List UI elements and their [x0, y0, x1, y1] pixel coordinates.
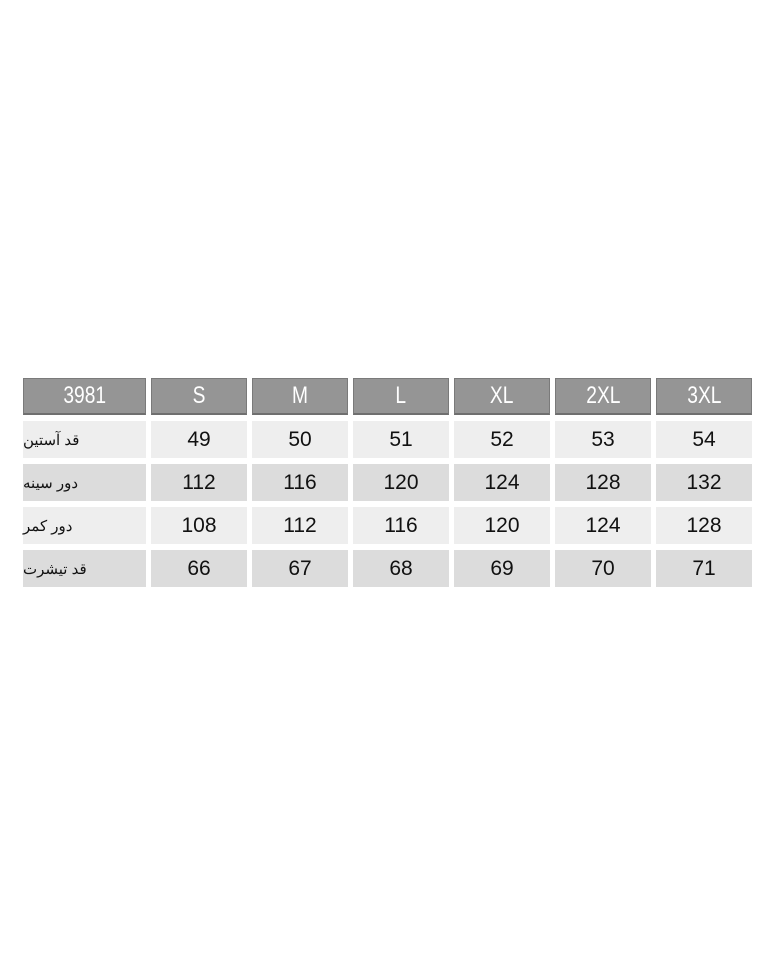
measurement-value: 112 [151, 464, 247, 501]
measurement-value: 67 [252, 550, 348, 587]
size-label: 3XL [686, 382, 722, 409]
measurement-label: دور سینه [23, 464, 146, 501]
table-row: دور سینه 112 116 120 124 128 132 [23, 464, 753, 501]
measurement-label: قد تیشرت [23, 550, 146, 587]
size-label: L [395, 382, 407, 409]
measurement-value: 124 [454, 464, 550, 501]
model-code-cell: 3981 [23, 378, 146, 415]
measurement-value: 71 [656, 550, 752, 587]
size-label: 2XL [585, 382, 621, 409]
measurement-value: 70 [555, 550, 651, 587]
measurement-value: 54 [656, 421, 752, 458]
size-header-s: S [151, 378, 247, 415]
measurement-value: 53 [555, 421, 651, 458]
measurement-value: 120 [454, 507, 550, 544]
size-header-m: M [252, 378, 348, 415]
size-chart-table: 3981 S M L XL 2XL 3XL قد آستین 49 50 51 52 53 54 دور… [23, 378, 753, 593]
table-row: دور کمر 108 112 116 120 124 128 [23, 507, 753, 544]
measurement-value: 49 [151, 421, 247, 458]
measurement-value: 51 [353, 421, 449, 458]
measurement-value: 116 [252, 464, 348, 501]
measurement-value: 108 [151, 507, 247, 544]
measurement-value: 128 [656, 507, 752, 544]
model-code: 3981 [63, 382, 106, 409]
measurement-value: 128 [555, 464, 651, 501]
size-header-xl: XL [454, 378, 550, 415]
size-header-3xl: 3XL [656, 378, 752, 415]
measurement-value: 124 [555, 507, 651, 544]
size-label: XL [490, 382, 514, 409]
measurement-label: قد آستین [23, 421, 146, 458]
size-label: M [292, 382, 308, 409]
measurement-value: 112 [252, 507, 348, 544]
measurement-value: 68 [353, 550, 449, 587]
size-header-l: L [353, 378, 449, 415]
size-header-2xl: 2XL [555, 378, 651, 415]
measurement-value: 132 [656, 464, 752, 501]
table-row: قد تیشرت 66 67 68 69 70 71 [23, 550, 753, 587]
measurement-label: دور کمر [23, 507, 146, 544]
measurement-value: 120 [353, 464, 449, 501]
header-row: 3981 S M L XL 2XL 3XL [23, 378, 753, 415]
measurement-value: 52 [454, 421, 550, 458]
measurement-value: 50 [252, 421, 348, 458]
measurement-value: 116 [353, 507, 449, 544]
measurement-value: 69 [454, 550, 550, 587]
size-label: S [192, 382, 206, 409]
table-row: قد آستین 49 50 51 52 53 54 [23, 421, 753, 458]
measurement-value: 66 [151, 550, 247, 587]
